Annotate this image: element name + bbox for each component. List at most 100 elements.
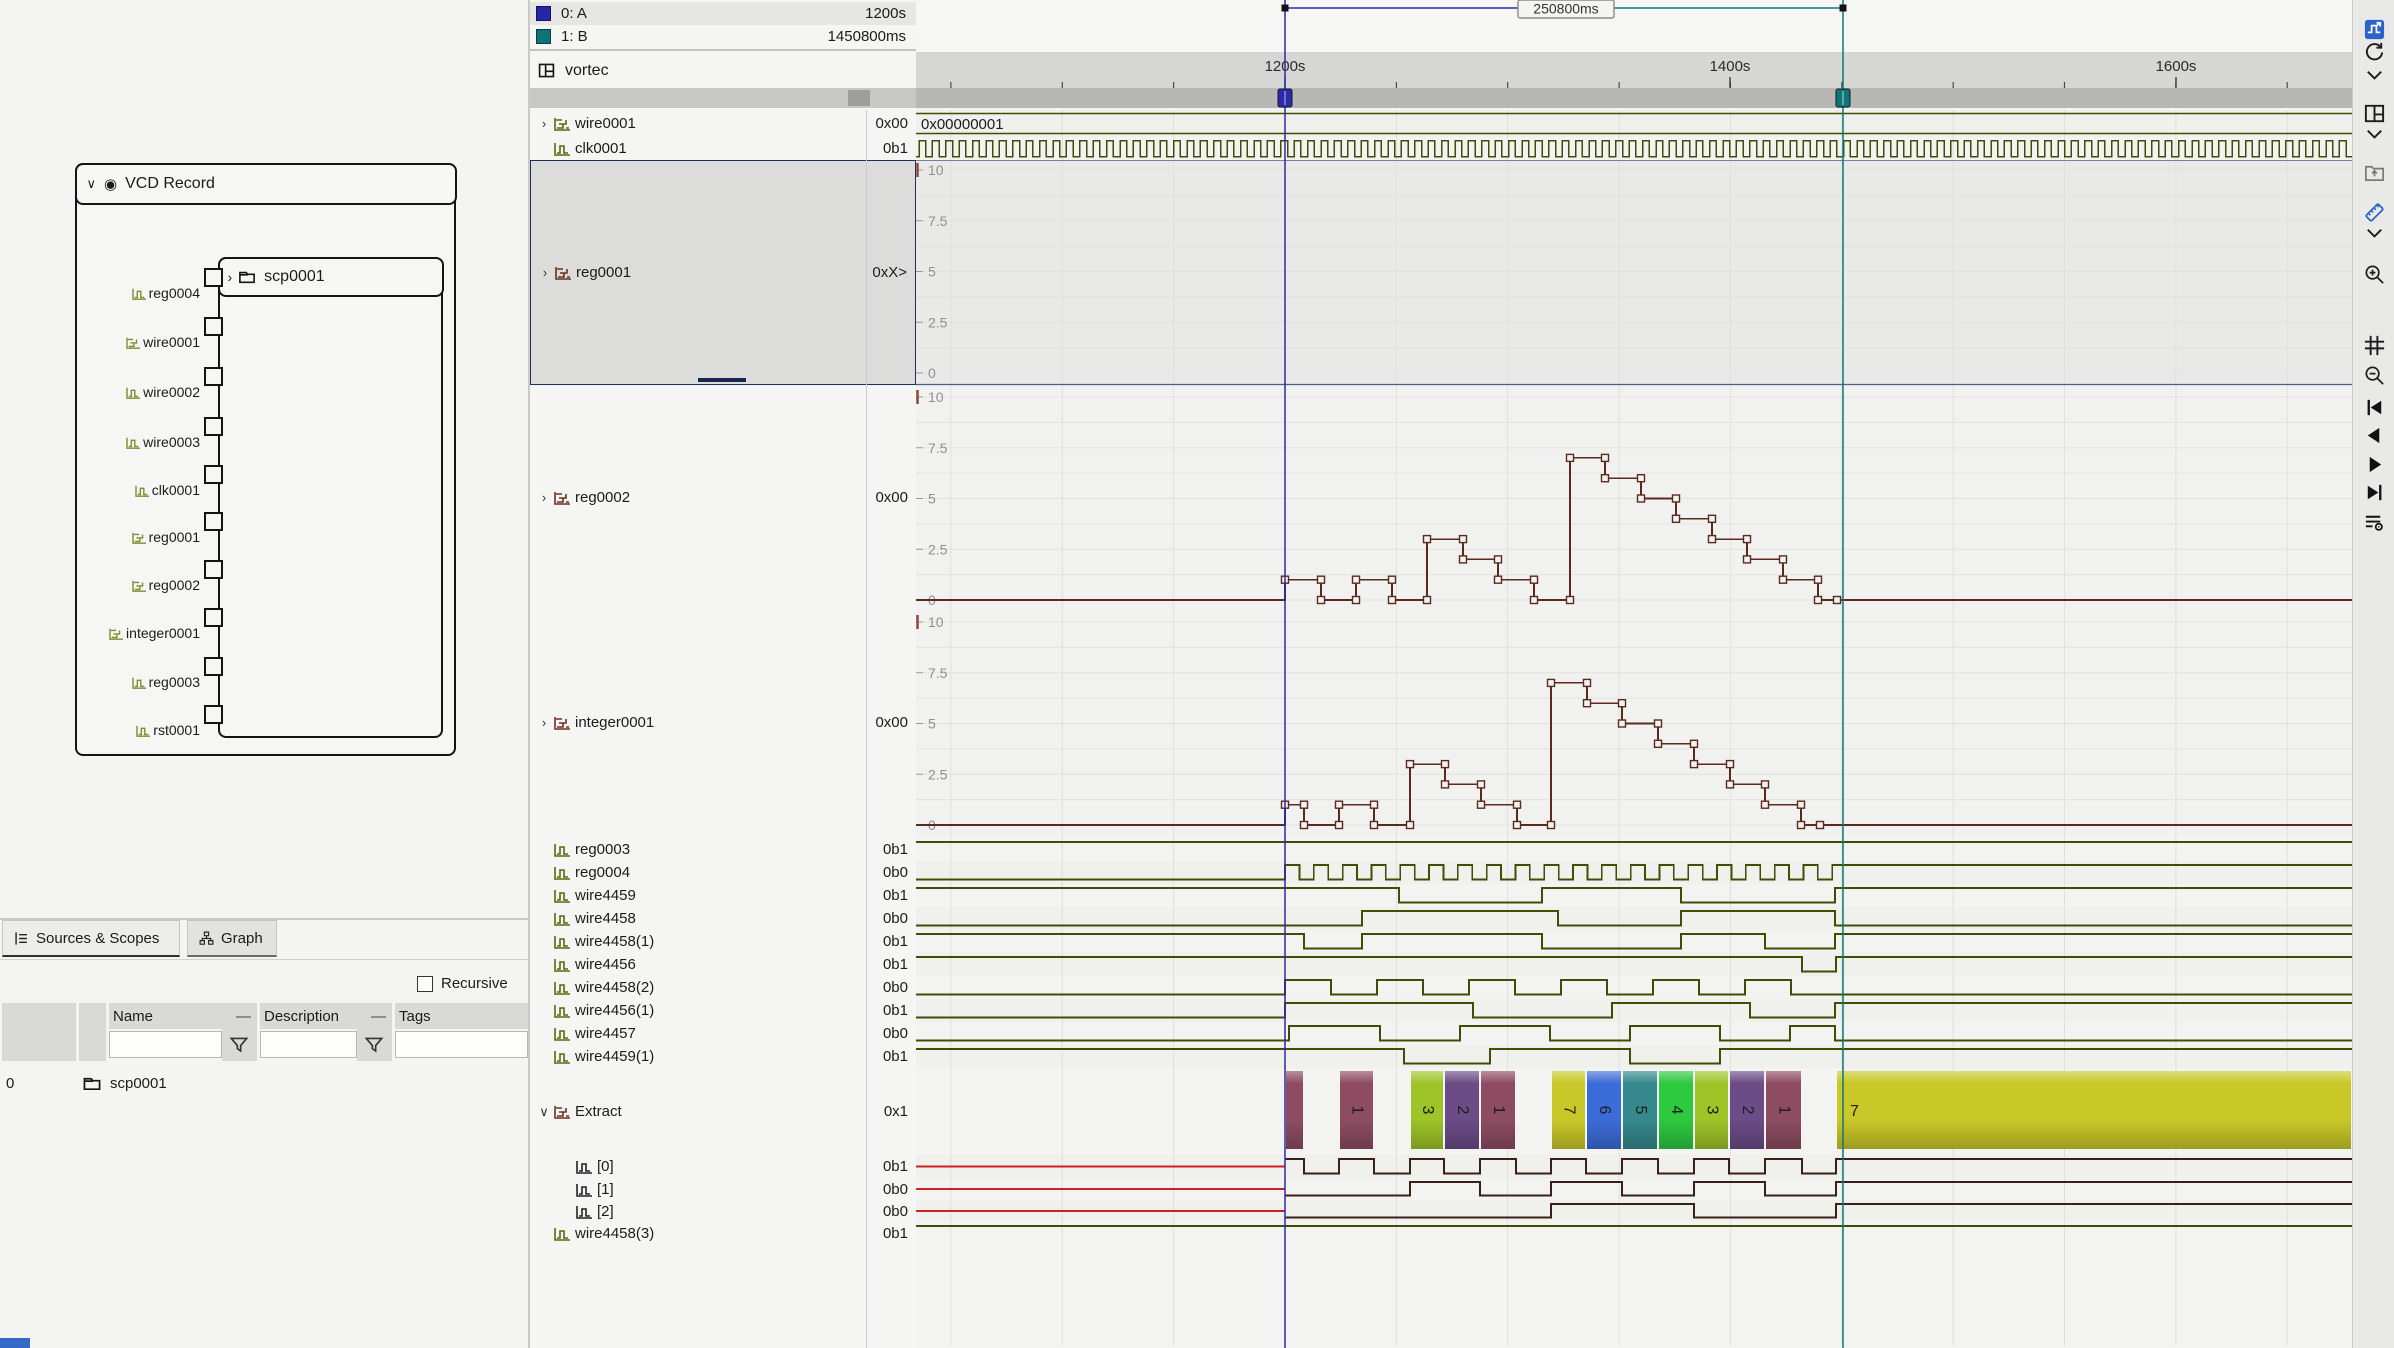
column-resize-handle[interactable]: — xyxy=(371,1007,386,1025)
add-scope-icon xyxy=(2364,165,2384,181)
port-label[interactable]: reg0003 xyxy=(131,674,200,690)
chevron-down-icon[interactable]: ∨ xyxy=(86,175,97,191)
marker-row-b[interactable]: 1: B 1450800ms xyxy=(530,25,916,48)
port-connector[interactable] xyxy=(204,705,223,724)
port-label[interactable]: wire0002 xyxy=(126,384,200,400)
bit-waveform-icon xyxy=(554,1228,570,1241)
name-filter-funnel-cell[interactable] xyxy=(222,1029,257,1061)
table-header-name[interactable]: Name — xyxy=(109,1003,257,1029)
port-label[interactable]: rst0001 xyxy=(136,722,200,738)
port-connector[interactable] xyxy=(204,317,223,336)
skip-start-button[interactable] xyxy=(2361,394,2387,420)
value-column-separator[interactable] xyxy=(866,110,867,1348)
expand-chevron-icon[interactable]: › xyxy=(542,265,548,280)
signal-row[interactable]: › reg0002 0x00 xyxy=(530,385,916,610)
scope-node-title[interactable]: › scp0001 xyxy=(217,256,444,297)
port-label[interactable]: clk0001 xyxy=(135,482,200,498)
expand-chevron-icon[interactable]: ∨ xyxy=(539,1103,549,1119)
port-connector[interactable] xyxy=(204,367,223,386)
add-scope-button[interactable] xyxy=(2361,159,2387,185)
chevron-down-button[interactable] xyxy=(2361,62,2387,88)
port-label[interactable]: integer0001 xyxy=(109,625,200,641)
tab-sources-scopes[interactable]: Sources & Scopes xyxy=(2,920,180,957)
port-label[interactable]: reg0001 xyxy=(131,529,200,545)
chevron-down-button[interactable] xyxy=(2361,121,2387,147)
port-connector[interactable] xyxy=(204,512,223,531)
port-label[interactable]: wire0003 xyxy=(126,434,200,450)
next-edge-button[interactable] xyxy=(2361,451,2387,477)
port-label[interactable]: wire0001 xyxy=(126,334,200,350)
signal-row[interactable]: wire4456 0b1 xyxy=(530,953,916,976)
signal-row[interactable]: › wire0001 0x00 xyxy=(530,110,916,137)
recursive-checkbox[interactable] xyxy=(417,976,433,992)
port-connector[interactable] xyxy=(204,417,223,436)
vcd-record-node[interactable]: ∨ ◉ VCD Record › scp0001 xyxy=(74,162,457,756)
signal-row[interactable]: [2] 0b0 xyxy=(530,1200,916,1222)
right-toolbar xyxy=(2352,0,2394,1348)
port-connector[interactable] xyxy=(204,465,223,484)
signal-row[interactable]: [0] 0b1 xyxy=(530,1155,916,1178)
chevron-right-icon[interactable]: › xyxy=(227,268,233,285)
signal-row[interactable]: wire4456(1) 0b1 xyxy=(530,999,916,1022)
port-connector[interactable] xyxy=(204,560,223,579)
ruler-button[interactable] xyxy=(2361,199,2387,225)
signal-row[interactable]: › reg0001 0xX> xyxy=(530,160,916,385)
signal-row[interactable]: wire4458(1) 0b1 xyxy=(530,930,916,953)
description-filter-funnel-cell[interactable] xyxy=(357,1029,392,1061)
scope-node[interactable]: › scp0001 xyxy=(217,256,444,738)
tab-graph[interactable]: Graph xyxy=(187,920,277,957)
expand-chevron-icon[interactable]: › xyxy=(541,116,547,131)
signal-row[interactable]: reg0004 0b0 xyxy=(530,861,916,884)
svg-text:6: 6 xyxy=(1596,1106,1613,1115)
signal-row[interactable]: wire4459(1) 0b1 xyxy=(530,1045,916,1068)
port-connector[interactable] xyxy=(204,608,223,627)
list-settings-button[interactable] xyxy=(2361,509,2387,535)
marker-row-a[interactable]: 0: A 1200s xyxy=(530,2,916,25)
svg-text:2.5: 2.5 xyxy=(928,314,948,330)
signal-row[interactable]: › integer0001 0x00 xyxy=(530,610,916,835)
signal-value: 0b0 xyxy=(882,1202,908,1220)
port-connector[interactable] xyxy=(204,268,223,287)
expand-chevron-icon[interactable]: › xyxy=(541,715,547,730)
signal-row[interactable]: ∨ Extract 0x1 xyxy=(530,1068,916,1155)
table-header-description[interactable]: Description — xyxy=(260,1003,392,1029)
signal-row[interactable]: clk0001 0b1 xyxy=(530,137,916,160)
scrollbar-thumb[interactable] xyxy=(848,90,870,106)
frame-button[interactable] xyxy=(2361,332,2387,358)
expand-chevron-icon[interactable]: › xyxy=(541,490,547,505)
port-connector[interactable] xyxy=(204,657,223,676)
zoom-in-button[interactable] xyxy=(2361,261,2387,287)
table-header-tags[interactable]: Tags xyxy=(395,1003,528,1029)
skip-end-button[interactable] xyxy=(2361,479,2387,505)
name-filter-input[interactable] xyxy=(109,1031,222,1058)
signal-row[interactable]: wire4459 0b1 xyxy=(530,884,916,907)
chevron-down-button[interactable] xyxy=(2361,220,2387,246)
signal-row[interactable]: wire4458 0b0 xyxy=(530,907,916,930)
waveform-viewer-button[interactable] xyxy=(2361,16,2387,42)
tags-filter-input[interactable] xyxy=(395,1031,528,1058)
filter-funnel-icon[interactable] xyxy=(363,1033,385,1057)
waveform-panel[interactable]: 10 7.5 5 2.5 0 10 7.5 5 2.5 0 10 7.5 5 2.5 0 1200s 1400s… xyxy=(916,0,2352,1348)
column-resize-handle[interactable]: — xyxy=(236,1007,251,1025)
signal-row[interactable]: wire4457 0b0 xyxy=(530,1022,916,1045)
grid-view-button[interactable] xyxy=(2361,100,2387,126)
port-label[interactable]: reg0004 xyxy=(131,285,200,301)
table-row[interactable]: 0 scp0001 xyxy=(0,1068,528,1098)
svg-text:10: 10 xyxy=(928,162,944,178)
signal-row[interactable]: wire4458(2) 0b0 xyxy=(530,976,916,999)
prev-edge-button[interactable] xyxy=(2361,422,2387,448)
zoom-out-button[interactable] xyxy=(2361,362,2387,388)
signal-row[interactable]: reg0003 0b1 xyxy=(530,838,916,861)
signal-row[interactable]: wire4458(3) 0b1 xyxy=(530,1222,916,1245)
vcd-record-node-title[interactable]: ∨ ◉ VCD Record xyxy=(74,162,457,205)
list-scrollbar[interactable] xyxy=(530,88,916,108)
description-filter-input[interactable] xyxy=(260,1031,357,1058)
filter-funnel-icon[interactable] xyxy=(228,1033,250,1057)
port-label[interactable]: reg0002 xyxy=(131,577,200,593)
selected-row-resize-handle[interactable] xyxy=(698,378,746,382)
group-header[interactable]: vortec xyxy=(530,53,916,88)
refresh-button[interactable] xyxy=(2361,39,2387,65)
tab-label: Graph xyxy=(221,929,263,947)
signal-row[interactable]: [1] 0b0 xyxy=(530,1178,916,1200)
